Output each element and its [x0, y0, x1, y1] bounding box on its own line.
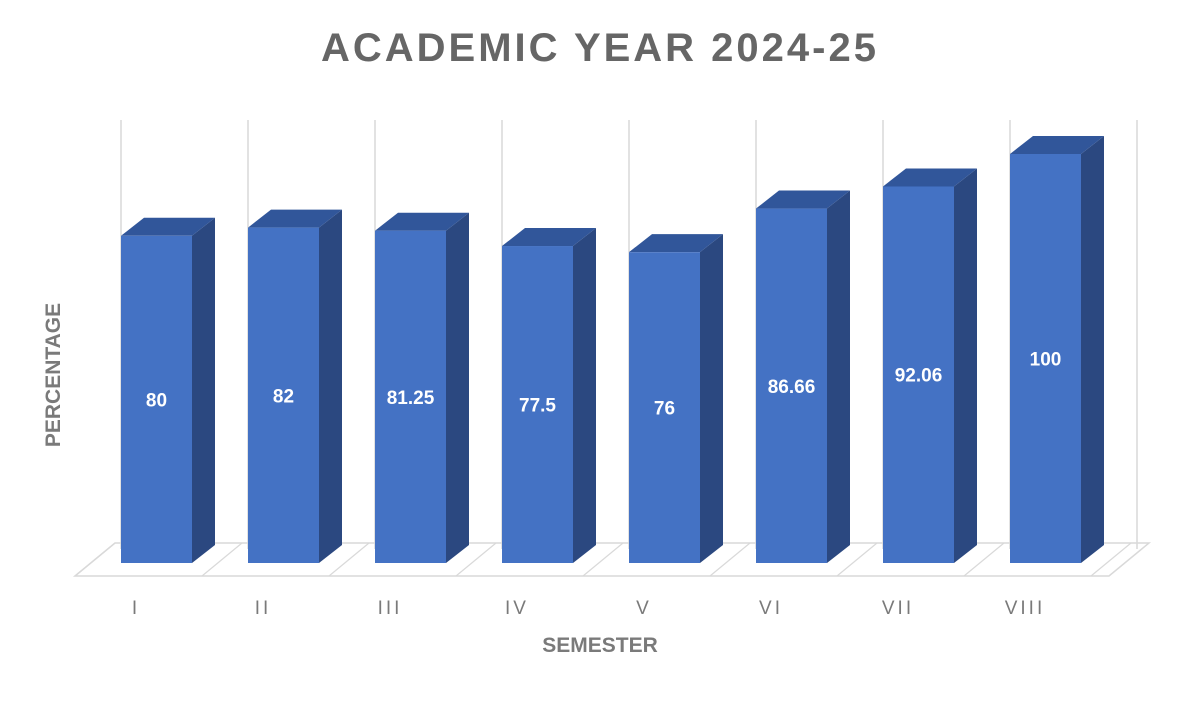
- bar-VI: [756, 208, 827, 563]
- floor-gridline: [74, 542, 116, 577]
- bar-top-V: [629, 234, 723, 253]
- bar-side-VIII: [1081, 136, 1104, 563]
- floor-gridline: [709, 542, 751, 577]
- bar-top-I: [121, 217, 215, 236]
- data-label-VII: 92.06: [895, 366, 943, 387]
- floor-gridline: [455, 542, 497, 577]
- x-tick-label-VI: VI: [759, 598, 783, 619]
- bar-II: [248, 227, 319, 563]
- bar-I: [121, 235, 192, 564]
- bar-side-II: [319, 209, 342, 563]
- bar-III: [375, 230, 446, 563]
- x-tick-label-IV: IV: [505, 598, 529, 619]
- data-label-V: 76: [654, 399, 675, 420]
- data-label-II: 82: [273, 386, 294, 407]
- bar-top-II: [248, 209, 342, 228]
- chart-title: ACADEMIC YEAR 2024-25: [321, 26, 879, 70]
- x-tick-label-III: III: [378, 598, 403, 619]
- data-label-VIII: 100: [1030, 350, 1062, 371]
- floor-gridline: [963, 542, 1005, 577]
- bar-side-III: [446, 212, 469, 563]
- floor-gridline: [1090, 542, 1132, 577]
- floor-gridline: [582, 542, 624, 577]
- floor-gridline: [836, 542, 878, 577]
- x-axis-label: SEMESTER: [542, 634, 658, 657]
- bar-side-I: [192, 217, 215, 564]
- bar-side-IV: [573, 228, 596, 563]
- bar-top-VI: [756, 190, 850, 209]
- bar-top-III: [375, 212, 469, 231]
- bar-V: [629, 252, 700, 563]
- data-label-IV: 77.5: [519, 396, 556, 417]
- x-tick-label-VIII: VIII: [1005, 598, 1046, 619]
- bar-side-VI: [827, 190, 850, 563]
- data-label-VI: 86.66: [768, 377, 816, 398]
- data-label-III: 81.25: [387, 388, 435, 409]
- bar-side-VII: [954, 168, 977, 563]
- bar-IV: [502, 246, 573, 563]
- x-tick-label-I: I: [132, 598, 140, 619]
- bar-top-VIII: [1010, 136, 1104, 154]
- floor-gridline: [201, 542, 243, 577]
- bar-side-V: [700, 234, 723, 563]
- floor-gridline: [328, 542, 370, 577]
- bar-top-IV: [502, 228, 596, 247]
- x-tick-label-VII: VII: [882, 598, 914, 619]
- data-label-I: 80: [146, 390, 167, 411]
- bar-VIII: [1010, 154, 1081, 563]
- bar-top-VII: [883, 168, 977, 187]
- x-tick-label-V: V: [636, 598, 652, 619]
- bar-VII: [883, 186, 954, 563]
- x-tick-label-II: II: [255, 598, 272, 619]
